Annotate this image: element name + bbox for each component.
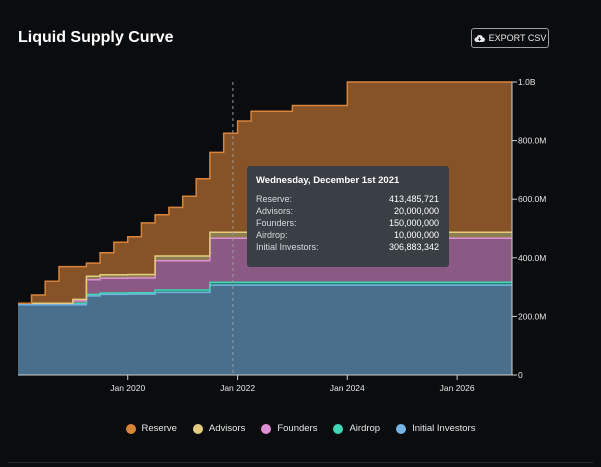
legend-item-initial-investors[interactable]: Initial Investors — [396, 423, 475, 434]
legend-swatch — [261, 423, 272, 434]
line-airdrop — [18, 281, 512, 304]
tooltip-label: Advisors: — [256, 206, 294, 216]
tooltip-value: 150,000,000 — [388, 218, 439, 228]
tooltip-label: Airdrop: — [256, 230, 288, 240]
legend-swatch — [192, 423, 203, 434]
legend-item-founders[interactable]: Founders — [261, 423, 317, 434]
x-tick-label: Jan 2020 — [110, 383, 145, 393]
legend-swatch — [396, 423, 407, 434]
tooltip-row-initial-investors: Initial Investors: 306,883,342 — [256, 241, 439, 253]
y-tick-label: 800.0M — [518, 136, 546, 146]
y-tick-label: 400.0M — [518, 253, 546, 263]
legend-label: Advisors — [208, 423, 246, 434]
page-title: Liquid Supply Curve — [18, 29, 174, 46]
tooltip-value: 306,883,342 — [388, 242, 439, 252]
y-axis: 0 200.0M 400.0M 600.0M 800.0M 1.0B — [512, 77, 546, 380]
tooltip-row-reserve: Reserve: 413,485,721 — [256, 193, 439, 205]
legend-swatch — [333, 423, 344, 434]
area-initial-investors[interactable] — [18, 285, 512, 375]
legend-label: Initial Investors — [412, 423, 476, 434]
cloud-download-icon — [474, 34, 485, 43]
line-reserve — [18, 81, 512, 304]
tooltip-label: Initial Investors: — [256, 242, 319, 252]
legend-item-reserve[interactable]: Reserve — [125, 423, 177, 434]
x-axis: Jan 2020 Jan 2022 Jan 2024 Jan 2026 — [110, 375, 475, 393]
tooltip-date: Wednesday, December 1st 2021 — [256, 175, 400, 186]
export-csv-label: EXPORT CSV — [488, 33, 547, 43]
tooltip-value: 413,485,721 — [388, 194, 439, 204]
y-tick-label: 600.0M — [518, 194, 546, 204]
tooltip-label: Founders: — [256, 218, 297, 228]
legend-item-advisors[interactable]: Advisors — [192, 423, 246, 434]
tooltip-row-airdrop: Airdrop: 10,000,000 — [256, 229, 439, 241]
legend-item-airdrop[interactable]: Airdrop — [333, 423, 380, 434]
chart-legend: Reserve Advisors Founders Airdrop Initia… — [0, 423, 601, 434]
y-tick-label: 1.0B — [518, 77, 536, 87]
chart-tooltip: Wednesday, December 1st 2021 Reserve: 41… — [247, 166, 449, 267]
tooltip-label: Reserve: — [256, 194, 293, 204]
chart-outlines — [18, 81, 512, 306]
bottom-divider — [8, 462, 593, 463]
y-tick-label: 200.0M — [518, 311, 546, 321]
legend-label: Airdrop — [349, 423, 381, 434]
legend-label: Reserve — [141, 423, 177, 434]
legend-swatch — [125, 423, 136, 434]
y-tick-label: 0 — [518, 370, 523, 380]
tooltip-value: 10,000,000 — [393, 230, 439, 240]
tooltip-row-advisors: Advisors: 20,000,000 — [256, 205, 439, 217]
x-tick-label: Jan 2024 — [330, 383, 365, 393]
tooltip-value: 20,000,000 — [393, 206, 439, 216]
x-tick-label: Jan 2022 — [220, 383, 255, 393]
export-csv-button[interactable]: EXPORT CSV — [471, 28, 549, 48]
tooltip-row-founders: Founders: 150,000,000 — [256, 217, 439, 229]
x-tick-label: Jan 2026 — [440, 383, 475, 393]
legend-label: Founders — [277, 423, 318, 434]
